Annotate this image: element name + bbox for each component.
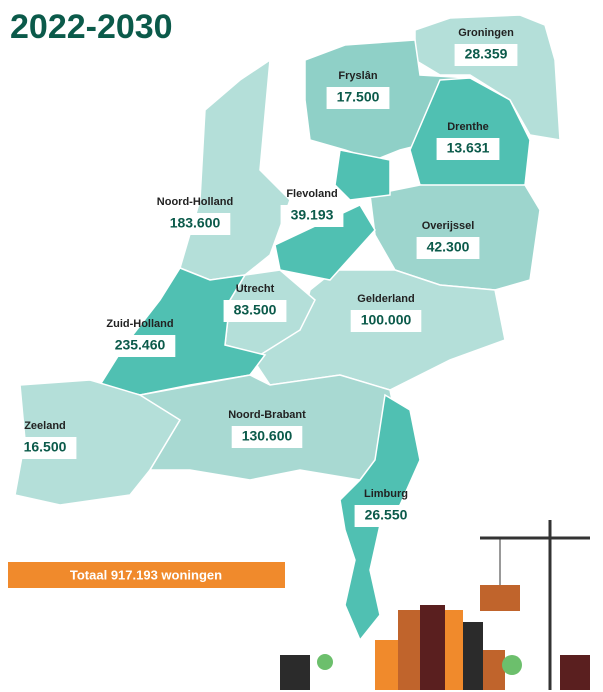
value-box (436, 138, 500, 160)
value-box (13, 437, 77, 459)
groningen (414, 14, 561, 141)
flevoland-north (334, 149, 391, 201)
value-box (223, 300, 287, 322)
tree (317, 654, 333, 670)
province-value: 16.500 (24, 439, 67, 455)
province-name: Gelderland (357, 293, 414, 305)
tree (502, 655, 522, 675)
province-value: 83.500 (234, 302, 277, 318)
province-value: 235.460 (115, 337, 166, 353)
value-box (454, 44, 518, 66)
value-box (159, 213, 231, 235)
province-name: Noord-Brabant (228, 409, 306, 421)
building (560, 655, 590, 690)
flevoland-south (274, 204, 376, 281)
province-name: Drenthe (447, 121, 489, 133)
building (445, 610, 463, 690)
province-value: 28.359 (465, 46, 508, 62)
province-value: 130.600 (242, 428, 293, 444)
province-name: Limburg (364, 488, 408, 500)
province-name: Zuid-Holland (106, 318, 173, 330)
province-name: Zeeland (24, 420, 66, 432)
total-text: Totaal 917.193 woningen (70, 567, 222, 582)
value-box (350, 310, 422, 332)
city-illustration (280, 520, 590, 690)
province-value: 26.550 (365, 507, 408, 523)
province-value: 42.300 (427, 239, 470, 255)
crane-load (480, 585, 520, 611)
province-value: 100.000 (361, 312, 412, 328)
province-value: 13.631 (447, 140, 490, 156)
province-labels: Groningen 28.359 Fryslân 17.500 Drenthe 13.63… (13, 27, 518, 527)
province-name: Flevoland (286, 188, 337, 200)
value-box (416, 237, 480, 259)
value-box (280, 205, 344, 227)
noord-holland (179, 58, 291, 281)
province-name: Utrecht (236, 283, 275, 295)
province-value: 183.600 (170, 215, 221, 231)
building (280, 655, 310, 690)
building (483, 650, 505, 690)
building (398, 610, 420, 690)
province-value: 17.500 (337, 89, 380, 105)
total-banner (8, 562, 285, 588)
value-box (231, 426, 303, 448)
province-name: Fryslân (338, 70, 377, 82)
building (463, 622, 483, 690)
value-box (104, 335, 176, 357)
value-box (354, 505, 418, 527)
provinces (14, 14, 561, 642)
province-name: Groningen (458, 27, 514, 39)
building (420, 605, 445, 690)
province-name: Noord-Holland (157, 196, 233, 208)
title: 2022-2030 (10, 8, 173, 46)
province-name: Overijssel (422, 220, 475, 232)
province-value: 39.193 (291, 207, 334, 223)
value-box (326, 87, 390, 109)
building (375, 640, 400, 690)
